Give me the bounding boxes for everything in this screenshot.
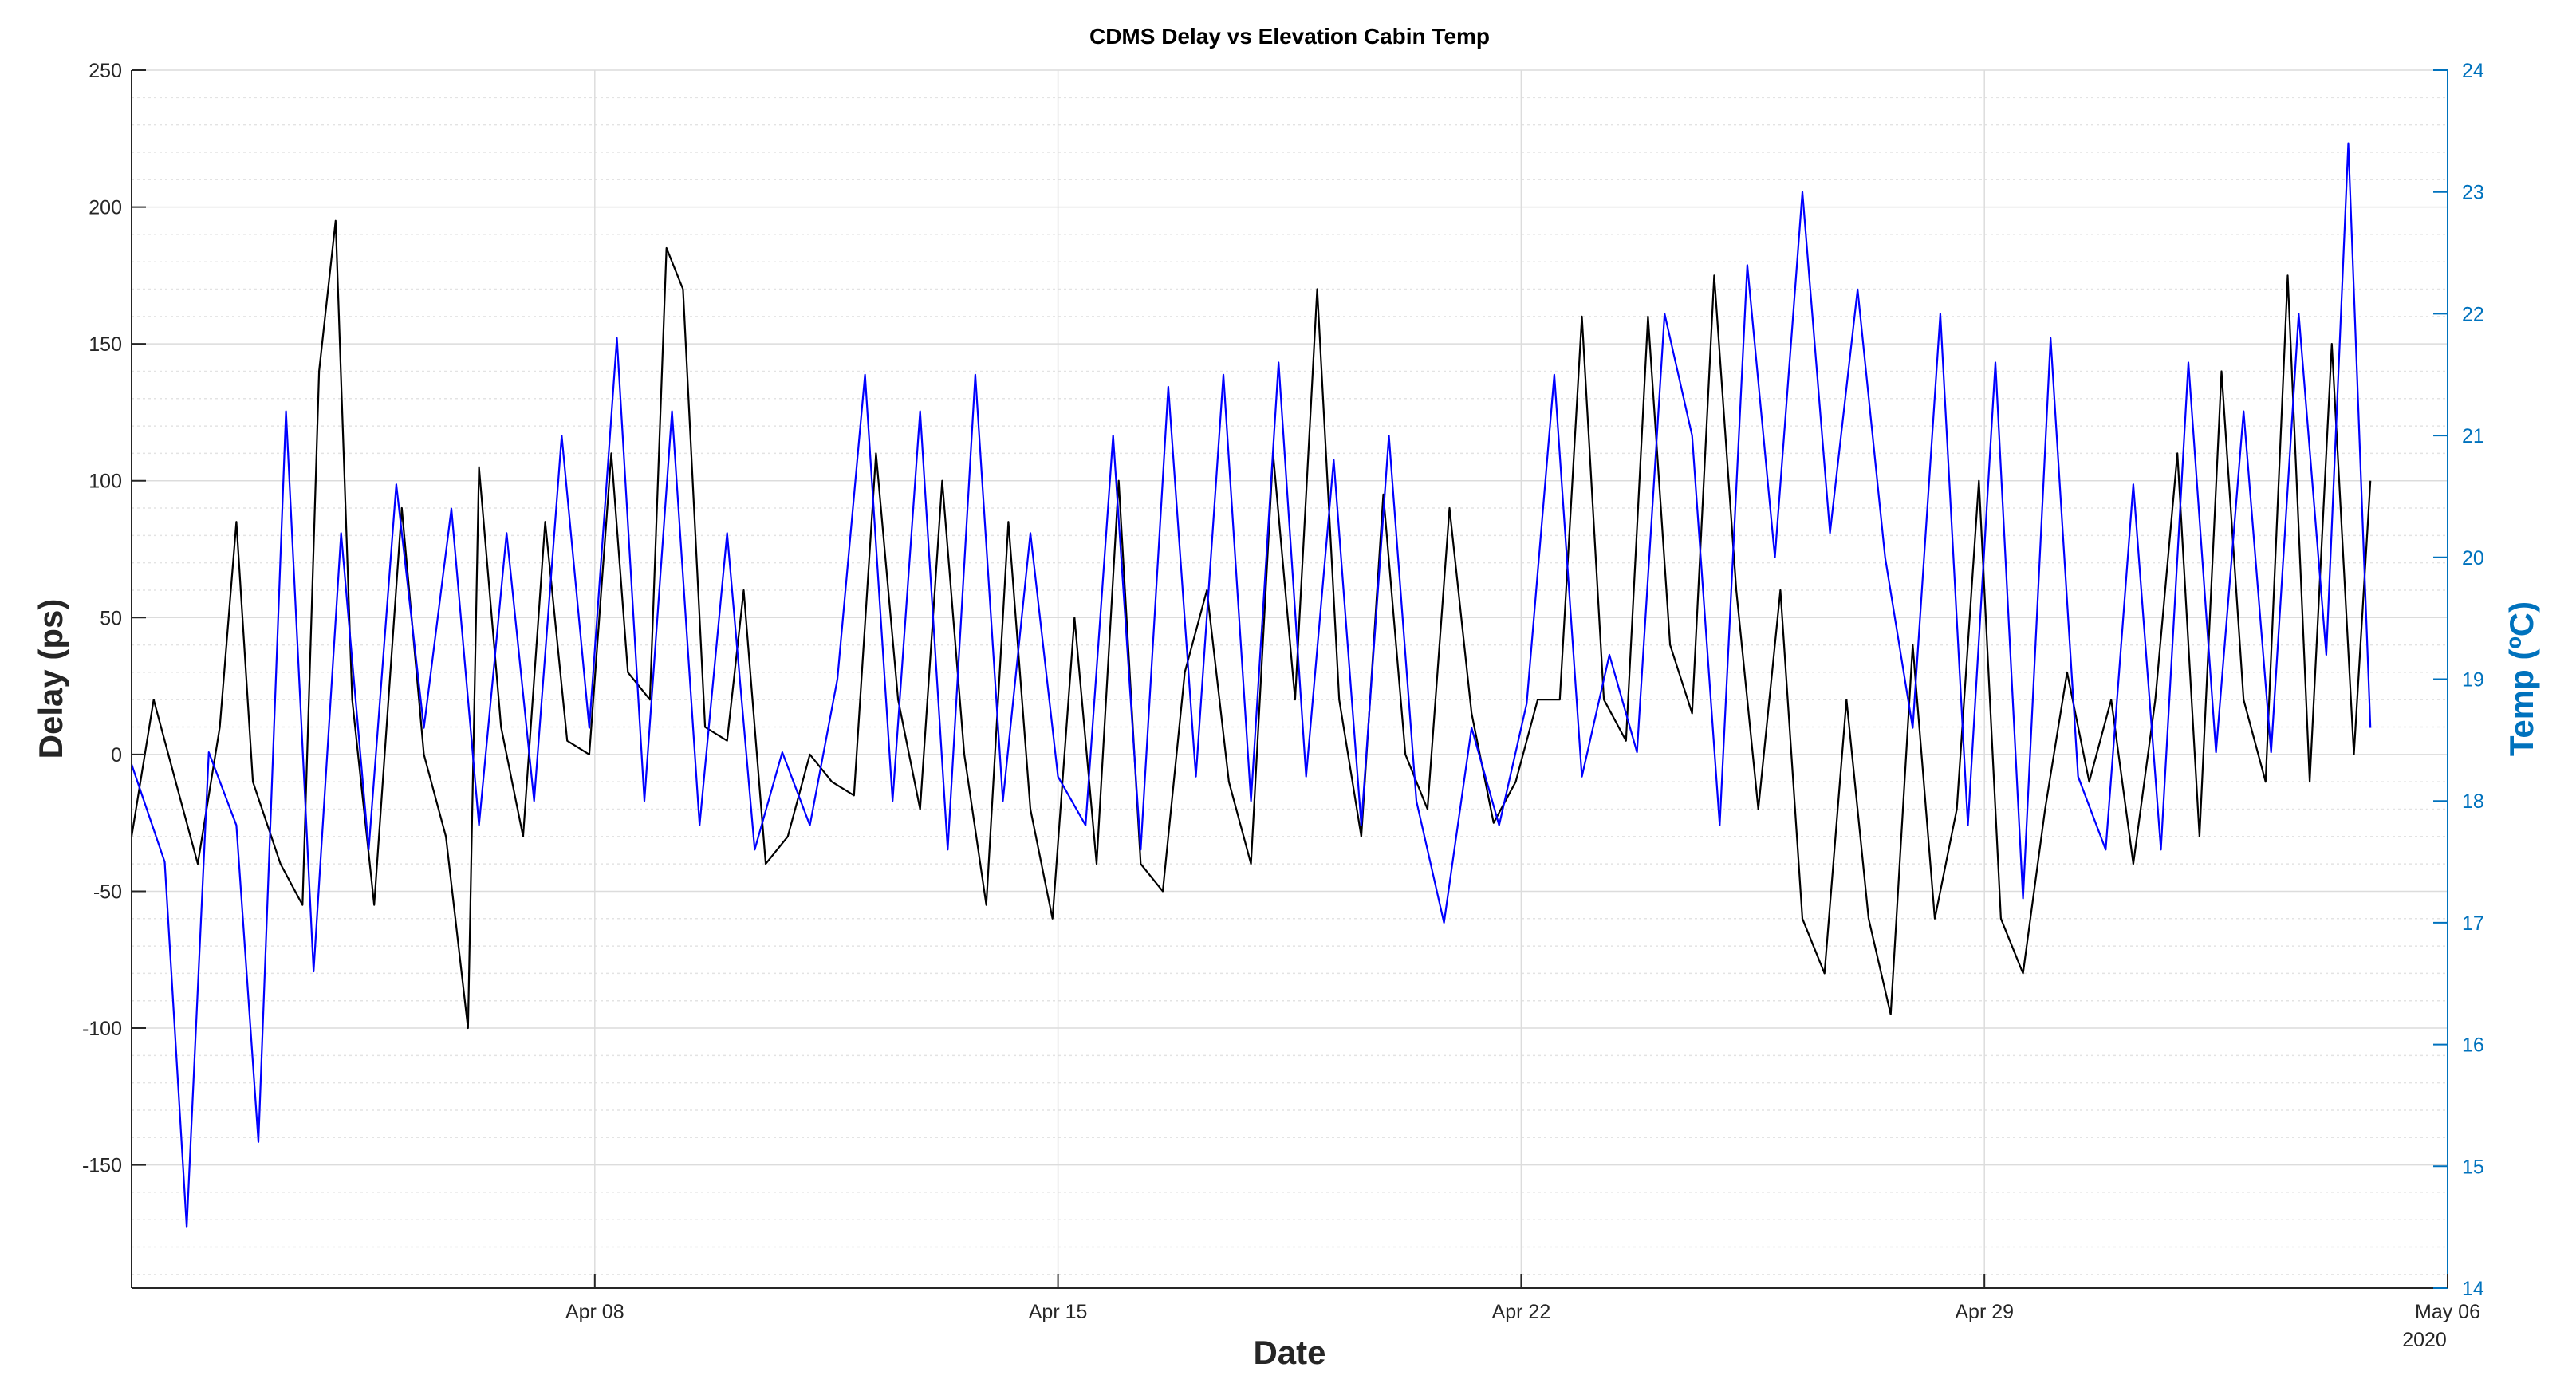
plot-area	[132, 70, 2448, 1288]
y-right-tick-label: 22	[2462, 303, 2484, 325]
y-left-tick-label: -50	[93, 881, 122, 903]
y-left-tick-label: 50	[100, 607, 122, 629]
delay-series-line	[130, 219, 2372, 1030]
y-right-tick-label: 23	[2462, 182, 2484, 204]
x-tick-label: Apr 15	[1029, 1301, 1088, 1323]
y-right-tick-label: 15	[2462, 1156, 2484, 1178]
y-right-tick-label: 17	[2462, 912, 2484, 935]
x-tick-label: Apr 08	[565, 1301, 624, 1323]
labels-layer: -150 -100 -50 0 50 100 150 200 250 14 15 16 17 18 19 20…	[82, 60, 2484, 1323]
y-right-tick-label: 19	[2462, 669, 2484, 692]
chart-title: CDMS Delay vs Elevation Cabin Temp	[1089, 24, 1490, 49]
axes-layer	[131, 69, 2448, 1289]
temp-series-line	[130, 142, 2372, 1228]
y-left-tick-label: -100	[82, 1018, 122, 1040]
x-axis-title: Date	[1253, 1334, 1325, 1371]
y-left-tick-label: 100	[89, 471, 122, 493]
y-right-tick-label: 21	[2462, 425, 2484, 447]
x-axis-year-label: 2020	[2402, 1329, 2447, 1351]
y-left-tick-label: 150	[89, 333, 122, 356]
x-tick-label: May 06	[2415, 1301, 2480, 1323]
x-tick-label: Apr 22	[1492, 1301, 1551, 1323]
y-right-tick-label: 18	[2462, 790, 2484, 813]
y-right-tick-label: 20	[2462, 547, 2484, 569]
x-tick-label: Apr 29	[1955, 1301, 2014, 1323]
y-axis-right-title: Temp (ºC)	[2503, 601, 2540, 756]
y-right-tick-label: 24	[2462, 60, 2484, 82]
y-left-tick-label: 250	[89, 60, 122, 82]
y-right-tick-label: 16	[2462, 1034, 2484, 1057]
y-axis-left-title: Delay (ps)	[32, 599, 69, 759]
y-left-tick-label: 0	[111, 744, 122, 766]
y-left-tick-label: -150	[82, 1155, 122, 1177]
series-layer	[130, 142, 2372, 1228]
y-left-tick-label: 200	[89, 197, 122, 219]
y-right-tick-label: 14	[2462, 1278, 2484, 1300]
